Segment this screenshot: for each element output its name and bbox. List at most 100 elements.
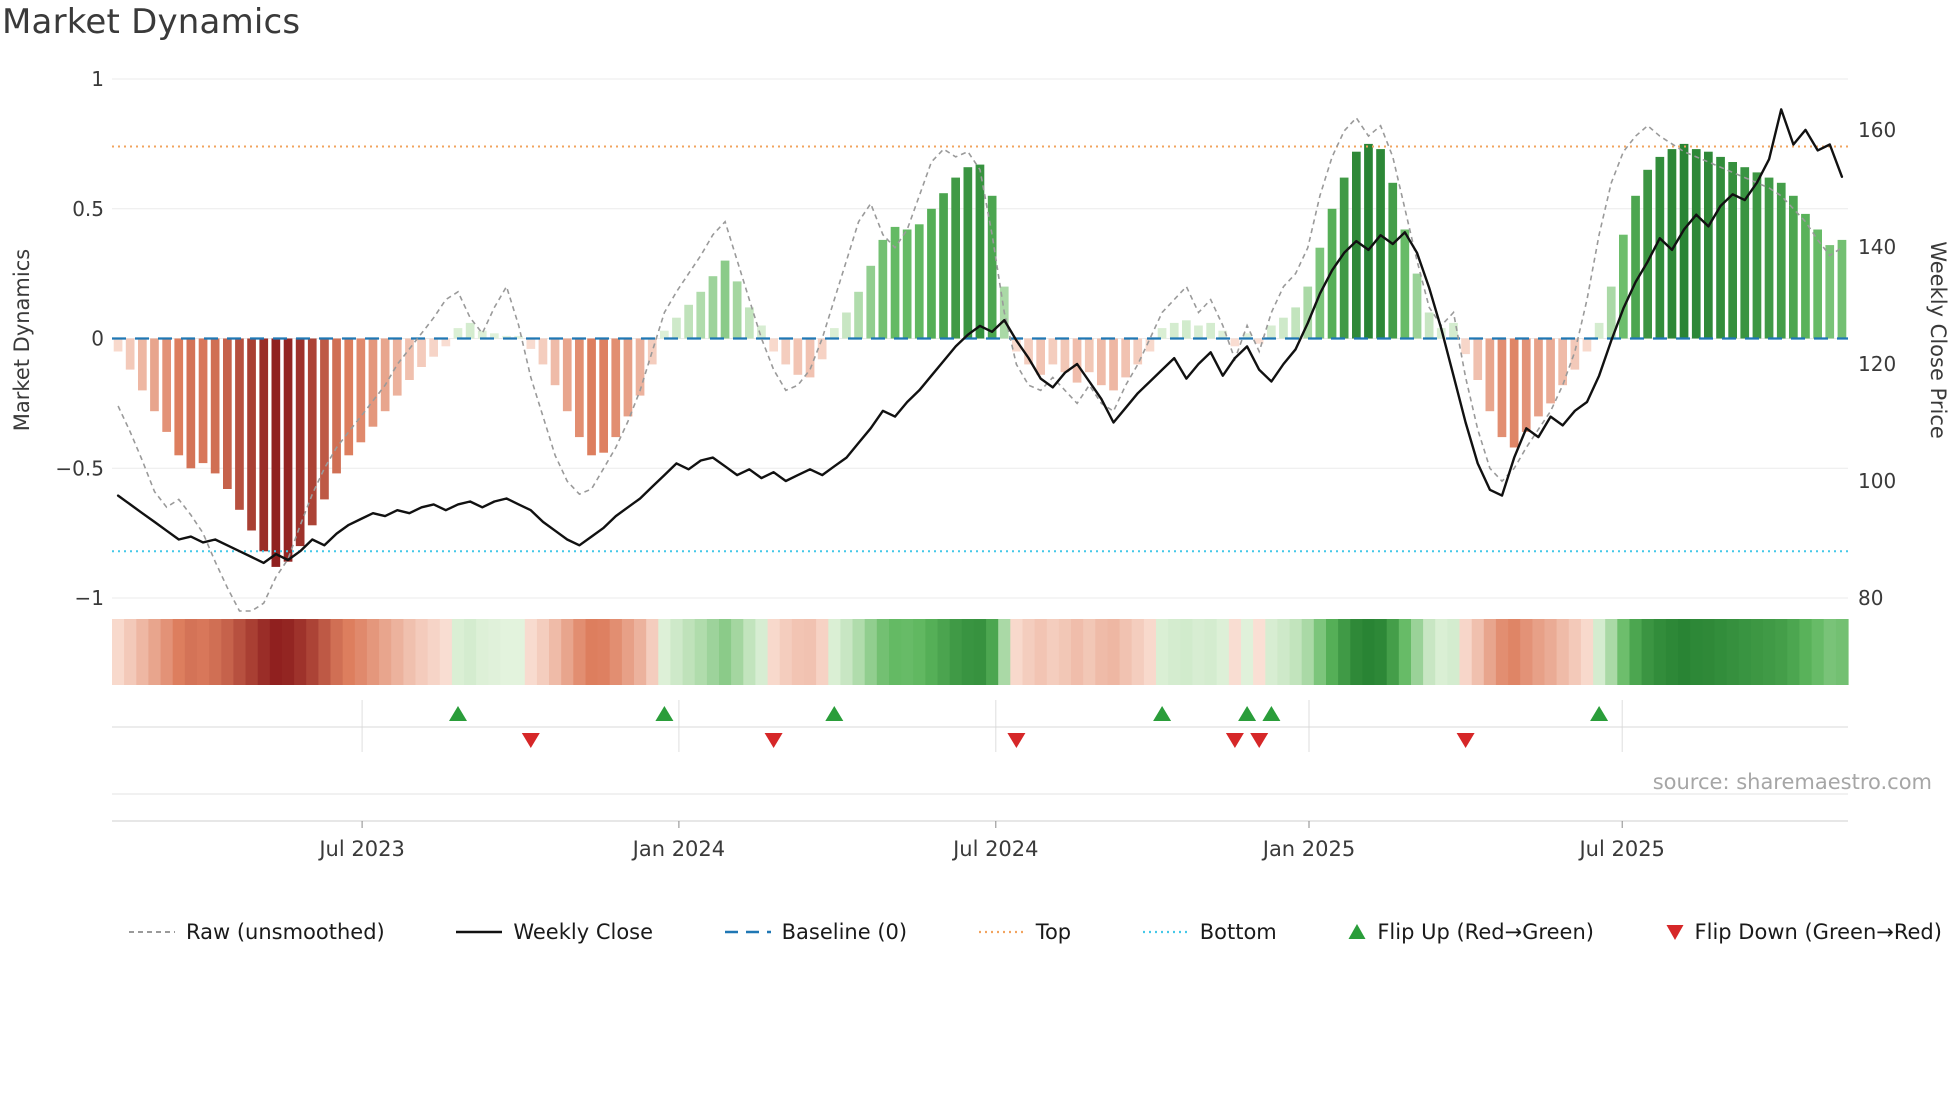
oscillator-bar (635, 338, 645, 396)
legend-item-flip-up: Flip Up (Red→Green) (1347, 920, 1594, 944)
oscillator-bar (1521, 338, 1531, 432)
heatmap-cell (949, 619, 963, 685)
oscillator-bar (1327, 208, 1337, 339)
x-tick-label: Jan 2025 (1261, 837, 1356, 861)
heatmap-cell (1180, 619, 1193, 685)
oscillator-bar (781, 338, 791, 365)
flip-up-marker (655, 706, 674, 721)
heatmap-cell (403, 619, 417, 685)
heatmap-cell (1022, 619, 1036, 685)
heatmap-cell (1192, 619, 1206, 685)
oscillator-bar (793, 338, 803, 375)
heatmap-cell (1131, 619, 1145, 685)
oscillator-bar (223, 338, 232, 489)
oscillator-bar (1157, 328, 1167, 339)
heatmap-cell (282, 619, 295, 685)
oscillator-bar (1242, 333, 1252, 339)
legend-item-bottom: Bottom (1142, 920, 1277, 944)
oscillator-bar (1339, 177, 1349, 339)
oscillator-bar (660, 330, 669, 339)
heatmap-cell (694, 619, 708, 685)
heatmap-cell (1143, 619, 1157, 685)
oscillator-bar (1473, 338, 1483, 380)
heatmap-cell (269, 619, 283, 685)
y-tick-label: 1 (91, 67, 104, 91)
oscillator-bar (1582, 338, 1592, 352)
heatmap-cell (1423, 619, 1436, 685)
oscillator-bar (125, 338, 135, 370)
heatmap-cell (1617, 619, 1630, 685)
oscillator-bar (417, 338, 426, 367)
x-tick-label: Jul 2023 (317, 837, 404, 861)
x-tick-label: Jul 2025 (1577, 837, 1664, 861)
heatmap-cell (1508, 619, 1521, 685)
heatmap-cell (561, 619, 574, 685)
heatmap-cell (1750, 619, 1764, 685)
oscillator-bar (1776, 182, 1786, 339)
heatmap-cell (1556, 619, 1570, 685)
heatmap-cell (585, 619, 599, 685)
oscillator-bar (392, 338, 402, 396)
oscillator-bar (854, 291, 863, 339)
heatmap-cell (294, 619, 307, 685)
oscillator-bar (1825, 245, 1835, 339)
oscillator-bar (914, 224, 924, 339)
heatmap-cell (1095, 619, 1108, 685)
flip-up-marker (1238, 706, 1257, 721)
heatmap-cell (1156, 619, 1169, 685)
oscillator-bar (720, 260, 730, 339)
oscillator-bar (951, 177, 960, 339)
oscillator-bar (1267, 325, 1276, 339)
heatmap-cell (1799, 619, 1813, 685)
heatmap-cell (876, 619, 890, 685)
oscillator-bar (1691, 149, 1701, 339)
heatmap-cell (112, 619, 125, 685)
oscillator-bar (1352, 151, 1361, 339)
heatmap-cell (1265, 619, 1278, 685)
heatmap-cell (1702, 619, 1715, 685)
oscillator-bar (1121, 338, 1130, 378)
oscillator-bar (975, 164, 985, 339)
oscillator-bar (1024, 338, 1033, 365)
oscillator-bar (745, 307, 754, 339)
heatmap-cell (1605, 619, 1618, 685)
flip-down-marker (764, 733, 783, 748)
price-tick-label: 100 (1858, 469, 1896, 493)
oscillator-bar (320, 338, 329, 500)
source-attribution: source: sharemaestro.com (1652, 770, 1932, 794)
y-tick-label: 0 (91, 327, 104, 351)
legend-label-flip-down: Flip Down (Green→Red) (1694, 920, 1942, 944)
oscillator-bar (1254, 338, 1264, 344)
oscillator-bar (1036, 338, 1045, 375)
heatmap-cell (1653, 619, 1667, 685)
oscillator-bar (477, 330, 487, 339)
oscillator-bar (1740, 167, 1750, 339)
flip-down-marker (1007, 733, 1026, 748)
oscillator-bar (842, 312, 851, 339)
oscillator-bar (769, 338, 778, 352)
oscillator-bar (1801, 213, 1810, 339)
raw-line (117, 116, 1843, 612)
heatmap-cell (852, 619, 866, 685)
oscillator-bar (1509, 338, 1519, 448)
heatmap-cell (743, 619, 756, 685)
top-line-swatch (978, 930, 1025, 934)
legend-item-flip-down: Flip Down (Green→Red) (1665, 920, 1942, 944)
heatmap-cell (1228, 619, 1242, 685)
oscillator-bar (1169, 322, 1179, 339)
oscillator-bar (1643, 169, 1652, 339)
heatmap-cell (1301, 619, 1315, 685)
price-tick-label: 120 (1858, 352, 1896, 376)
oscillator-bar (429, 338, 438, 357)
oscillator-bar (1376, 149, 1385, 339)
oscillator-bar (817, 338, 827, 360)
heatmap-cell (1034, 619, 1048, 685)
y-tick-label: −0.5 (55, 456, 104, 480)
heatmap-cell (1629, 619, 1643, 685)
oscillator-bar (732, 281, 742, 339)
heatmap-cell (1204, 619, 1218, 685)
flip-up-marker (1262, 706, 1281, 721)
oscillator-bar (562, 338, 572, 412)
oscillator-bar (696, 291, 706, 339)
x-tick-label: Jan 2024 (631, 837, 726, 861)
